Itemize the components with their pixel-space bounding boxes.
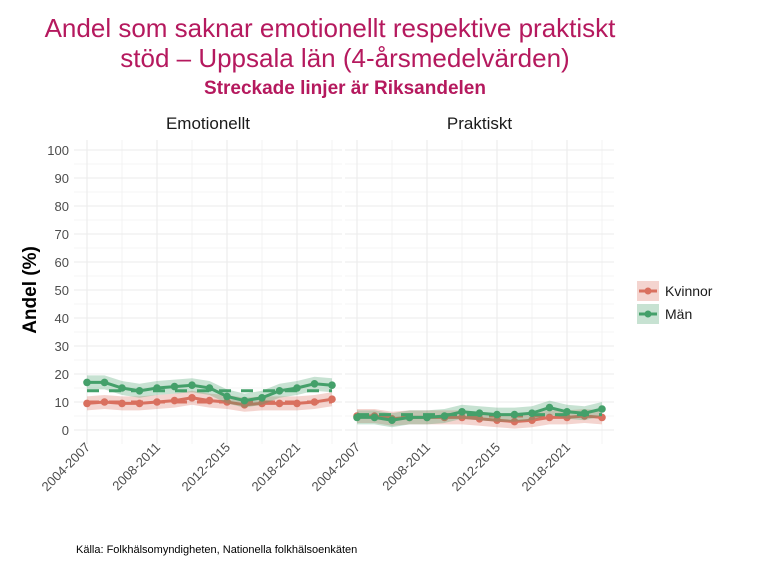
data-point (328, 395, 336, 404)
chart-title-line2: stöd – Uppsala län (4-årsmedelvärden) (120, 43, 569, 73)
data-point (170, 382, 179, 391)
data-point (135, 399, 144, 408)
y-tick-label: 70 (55, 227, 69, 242)
data-point (405, 413, 414, 422)
data-point (475, 415, 484, 423)
data-point (528, 416, 536, 425)
data-point (545, 403, 554, 412)
x-tick-label: 2012-2015 (449, 440, 504, 495)
y-tick-label: 100 (47, 143, 69, 158)
data-point (370, 413, 379, 422)
data-point (100, 378, 109, 387)
data-point (83, 378, 91, 387)
x-tick-label: 2008-2011 (109, 440, 163, 494)
data-point (258, 399, 266, 408)
data-point (118, 384, 126, 392)
legend-label: Kvinnor (665, 283, 713, 299)
data-point (598, 405, 606, 413)
data-point (580, 409, 589, 418)
data-point (493, 416, 501, 425)
data-point (475, 409, 484, 418)
y-tick-label: 10 (55, 395, 69, 410)
x-tick-label: 2012-2015 (179, 440, 234, 495)
x-tick-label: 2004-2007 (39, 440, 94, 495)
data-point (458, 413, 466, 422)
y-axis-label: Andel (%) (20, 246, 41, 334)
data-point (258, 394, 266, 402)
legend-label: Män (665, 306, 692, 322)
x-tick-label: 2018-2021 (519, 440, 574, 495)
x-tick-label: 2004-2007 (309, 440, 364, 495)
data-point (83, 399, 91, 408)
data-point (510, 417, 519, 426)
y-tick-label: 0 (62, 423, 69, 438)
data-point (223, 392, 231, 401)
y-tick-label: 40 (55, 311, 69, 326)
data-point (353, 413, 361, 422)
data-point (293, 384, 301, 392)
data-point (440, 412, 449, 420)
data-point (153, 384, 161, 392)
data-point (188, 381, 196, 390)
data-point (458, 408, 466, 416)
x-tick-label: 2008-2011 (379, 440, 433, 494)
data-point (118, 399, 126, 408)
y-tick-label: 30 (55, 339, 69, 354)
y-tick-label: 80 (55, 199, 69, 214)
data-point (328, 381, 336, 390)
data-point (545, 413, 554, 422)
data-point (135, 387, 144, 395)
data-point (563, 408, 571, 416)
data-point (240, 396, 249, 405)
y-tick-label: 90 (55, 171, 69, 186)
legend-key-point (644, 310, 652, 318)
panel-title: Emotionellt (166, 114, 250, 133)
data-point (293, 399, 301, 408)
data-point (388, 416, 396, 425)
x-tick-label: 2018-2021 (249, 440, 304, 495)
data-point (188, 394, 196, 402)
caption: Källa: Folkhälsomyndigheten, Nationella … (76, 544, 357, 556)
data-point (205, 384, 214, 392)
y-tick-label: 60 (55, 255, 69, 270)
data-point (493, 410, 501, 419)
chart-title-line1: Andel som saknar emotionellt respektive … (45, 13, 617, 43)
data-point (310, 380, 319, 388)
data-point (170, 396, 179, 405)
y-tick-label: 20 (55, 367, 69, 382)
data-point (205, 396, 214, 405)
data-point (423, 413, 431, 422)
y-tick-label: 50 (55, 283, 69, 298)
data-point (310, 398, 319, 406)
panel-title: Praktiskt (447, 114, 512, 133)
data-point (100, 398, 109, 406)
data-point (153, 398, 161, 406)
chart-subtitle: Streckade linjer är Riksandelen (204, 78, 486, 99)
data-point (510, 410, 519, 419)
data-point (528, 409, 536, 418)
data-point (223, 398, 231, 406)
data-point (275, 387, 284, 395)
legend-key-point (644, 287, 652, 295)
data-point (275, 399, 284, 408)
